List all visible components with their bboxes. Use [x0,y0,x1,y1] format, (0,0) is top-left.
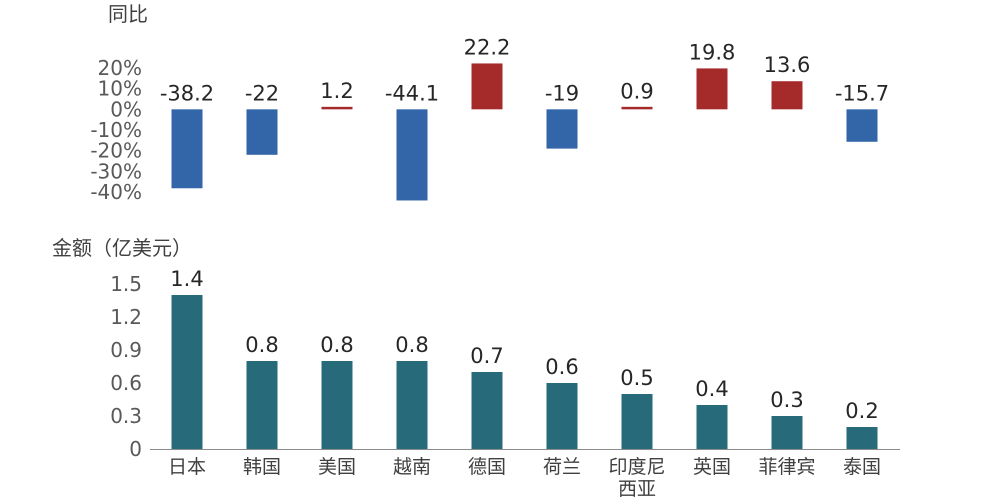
bottom-bar [396,361,428,449]
top-bar [771,81,803,110]
bottom-y-tick-label: 0.3 [110,404,142,428]
top-bar [246,109,278,155]
bottom-y-tick-label: 1.5 [110,272,142,296]
bottom-value-label: 0.2 [845,399,878,423]
bottom-y-tick-label: 0.6 [110,371,142,395]
top-value-label: 1.2 [320,79,353,103]
bottom-value-label: 0.3 [770,388,803,412]
bottom-value-label: 0.4 [695,377,728,401]
category-label: 泰国 [843,456,881,478]
bottom-y-tick-label: 0 [129,437,142,461]
bottom-value-label: 0.7 [470,344,503,368]
category-label: 日本 [168,456,206,478]
bottom-value-label: 0.5 [620,366,653,390]
bottom-bar [621,394,653,449]
bottom-y-tick-label: 0.9 [110,338,142,362]
top-value-label: 19.8 [689,40,736,64]
top-value-label: -15.7 [835,81,889,105]
category-label: 菲律宾 [758,456,815,478]
bottom-y-ticks: 0 0.3 0.6 0.9 1.2 1.5 [110,272,142,461]
top-y-tick-label: 0% [110,97,142,121]
top-bar [846,109,878,142]
bottom-value-label: 0.6 [545,355,578,379]
top-bar [471,63,503,110]
bottom-value-labels: 1.4 0.8 0.8 0.8 0.7 0.6 0.5 0.4 0.3 0.2 [170,267,878,423]
bottom-bar [696,405,728,449]
top-y-tick-label: -30% [90,159,142,183]
category-label: 荷兰 [543,456,581,478]
bottom-bar [171,295,203,449]
top-y-tick-label: -10% [90,118,142,142]
bottom-value-label: 0.8 [320,333,353,357]
bottom-bars [171,295,878,449]
top-value-label: -38.2 [160,81,214,105]
top-y-axis-label: 同比 [108,2,148,26]
top-y-tick-label: -20% [90,139,142,163]
top-y-tick-label: -40% [90,180,142,204]
category-labels: 日本 韩国 美国 越南 德国 荷兰 印度尼西亚 英国 菲律宾 泰国 [168,456,881,500]
bottom-value-label: 0.8 [395,333,428,357]
top-value-labels: -38.2 -22 1.2 -44.1 22.2 -19 0.9 19.8 13.6 -15.7 [160,35,889,105]
top-bar [546,109,578,149]
category-label: 越南 [393,456,431,478]
top-bar [696,68,728,110]
bottom-bar [546,383,578,449]
top-value-label: 13.6 [764,53,811,77]
bottom-bar [321,361,353,449]
category-label: 英国 [693,456,731,478]
top-value-label: 22.2 [464,35,511,59]
bottom-bar [846,427,878,449]
bottom-bar [471,372,503,449]
bottom-value-label: 1.4 [170,267,203,291]
bottom-value-label: 0.8 [245,333,278,357]
category-label: 印度尼西亚 [608,456,665,500]
top-value-label: 0.9 [620,79,653,103]
category-label: 德国 [468,456,506,478]
bottom-y-axis-label: 金额（亿美元） [52,236,192,260]
top-value-label: -19 [545,81,579,105]
top-value-label: -44.1 [385,81,439,105]
category-label: 美国 [318,456,356,478]
top-value-label: -22 [245,81,279,105]
top-bar [321,106,353,110]
top-bar [171,109,203,189]
top-bar [621,106,653,110]
top-bar [396,109,428,201]
bottom-bar [771,416,803,449]
top-y-ticks: 20%10%0%-10%-20%-30%-40% [90,56,142,204]
category-label: 韩国 [243,456,281,478]
bottom-bar [246,361,278,449]
bottom-y-tick-label: 1.2 [110,305,142,329]
top-y-tick-label: 20% [98,56,142,80]
top-bars [171,63,878,201]
top-y-tick-label: 10% [98,77,142,101]
